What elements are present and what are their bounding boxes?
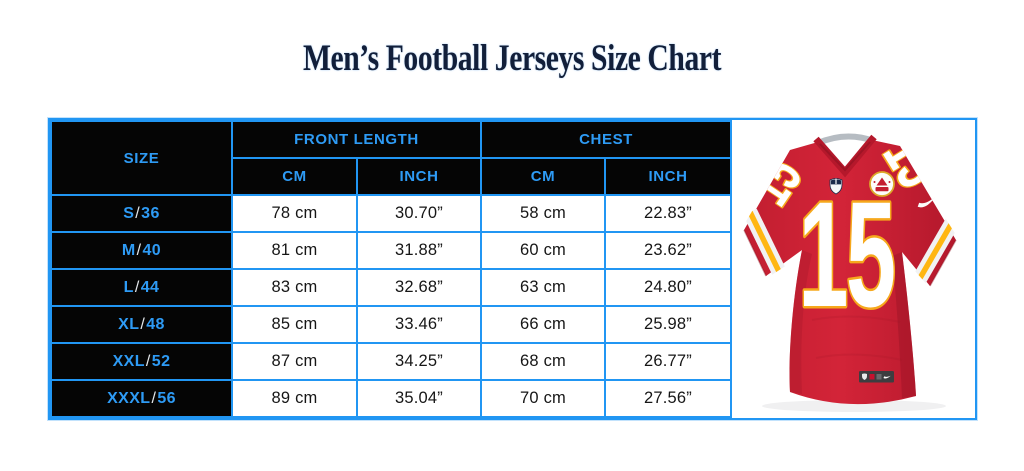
size-slash: / — [134, 278, 140, 296]
size-number: 44 — [140, 278, 160, 296]
size-label: XL — [118, 315, 140, 333]
nfl-shield-icon — [829, 178, 843, 195]
right-cuff-edge-shadow — [929, 239, 957, 287]
cell-size: XXL/52 — [50, 342, 233, 381]
wrinkle-lines — [811, 315, 903, 361]
header-row-units: CM INCH CM INCH — [51, 157, 733, 196]
side-shading-right — [892, 252, 917, 398]
size-label: XXXL — [107, 389, 151, 407]
cell-front-length-inch: 34.25” — [355, 342, 483, 381]
cell-chest-inch: 22.83” — [604, 194, 733, 233]
cell-chest-cm: 60 cm — [480, 231, 607, 270]
table-row-m40: M/40 81 cm 31.88” 60 cm 23.62” — [50, 231, 733, 270]
size-label: M — [121, 241, 136, 259]
size-slash: / — [140, 315, 146, 333]
cell-chest-cm: 63 cm — [480, 268, 607, 307]
size-number: 36 — [141, 204, 160, 222]
cell-front-length-cm: 81 cm — [231, 231, 358, 270]
cell-front-length-cm: 85 cm — [231, 305, 358, 344]
cell-chest-inch: 23.62” — [604, 231, 733, 270]
cell-chest-cm: 70 cm — [480, 379, 607, 418]
nike-swoosh-icon — [917, 196, 936, 208]
chest-number: 15 — [798, 171, 894, 338]
size-slash: / — [135, 204, 141, 222]
cell-front-length-inch: 32.68” — [355, 268, 483, 307]
size-label: S — [123, 204, 135, 222]
collar-inner-shadow — [819, 141, 871, 172]
team-patch-icon — [869, 171, 895, 197]
size-chart-table: SIZE FRONT LENGTH CHEST CM INCH CM INCH … — [50, 120, 733, 418]
table-row-xl48: XL/48 85 cm 33.46” 66 cm 25.98” — [50, 305, 733, 344]
table-row-xxl52: XXL/52 87 cm 34.25” 68 cm 26.77” — [50, 342, 733, 381]
cell-size: XXXL/56 — [50, 379, 233, 418]
cell-front-length-inch: 30.70” — [355, 194, 483, 233]
cell-front-length-inch: 33.46” — [355, 305, 483, 344]
cell-front-length-cm: 89 cm — [231, 379, 358, 418]
size-chart-panel: SIZE FRONT LENGTH CHEST CM INCH CM INCH … — [48, 118, 977, 420]
header-chest: CHEST — [480, 120, 733, 159]
cell-front-length-cm: 83 cm — [231, 268, 358, 307]
left-cuff-edge-shadow — [743, 229, 767, 277]
cell-chest-inch: 24.80” — [604, 268, 733, 307]
page-title: Men’s Football Jerseys Size Chart — [302, 38, 722, 79]
header-chest-cm: CM — [480, 157, 607, 196]
cell-front-length-cm: 87 cm — [231, 342, 358, 381]
cell-chest-inch: 27.56” — [604, 379, 733, 418]
cell-size: XL/48 — [50, 305, 233, 344]
cell-chest-cm: 66 cm — [480, 305, 607, 344]
cell-size: S/36 — [50, 194, 233, 233]
jersey-shadow — [762, 400, 947, 412]
size-number: 56 — [157, 389, 176, 407]
header-size: SIZE — [50, 120, 233, 196]
size-label: XXL — [112, 352, 145, 370]
jersey-image-panel: 15 15 15 — [732, 120, 975, 418]
header-front-length: FRONT LENGTH — [230, 120, 483, 159]
table-row-l44: L/44 83 cm 32.68” 63 cm 24.80” — [50, 268, 733, 307]
table-row-xxxl56: XXXL/56 89 cm 35.04” 70 cm 27.56” — [50, 379, 733, 418]
cell-chest-inch: 25.98” — [604, 305, 733, 344]
jersey-graphic: 15 15 15 — [743, 133, 959, 412]
size-slash: / — [136, 241, 142, 259]
size-slash: / — [145, 352, 151, 370]
header-front-cm: CM — [231, 157, 358, 196]
header-row-groups: SIZE FRONT LENGTH CHEST — [50, 120, 733, 196]
side-shading-left — [789, 250, 813, 394]
size-number: 40 — [142, 241, 162, 259]
cell-chest-cm: 68 cm — [480, 342, 607, 381]
table-row-s36: S/36 78 cm 30.70” 58 cm 22.83” — [50, 194, 733, 233]
cell-chest-cm: 58 cm — [480, 194, 607, 233]
size-slash: / — [151, 389, 157, 407]
size-number: 48 — [146, 315, 165, 333]
cell-size: L/44 — [50, 268, 233, 307]
header-front-inch: INCH — [355, 157, 483, 196]
jock-tag — [859, 371, 895, 383]
cell-front-length-inch: 31.88” — [355, 231, 483, 270]
header-chest-inch: INCH — [604, 157, 733, 196]
size-number: 52 — [151, 352, 171, 370]
cell-front-length-cm: 78 cm — [231, 194, 358, 233]
cell-chest-inch: 26.77” — [604, 342, 733, 381]
cell-size: M/40 — [50, 231, 233, 270]
cell-front-length-inch: 35.04” — [355, 379, 483, 418]
size-label: L — [123, 278, 134, 296]
